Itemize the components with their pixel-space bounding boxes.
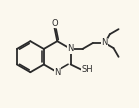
Text: N: N bbox=[102, 38, 108, 48]
Text: O: O bbox=[51, 19, 58, 28]
Text: N: N bbox=[54, 68, 60, 77]
Text: N: N bbox=[68, 44, 74, 53]
Text: SH: SH bbox=[82, 65, 94, 74]
